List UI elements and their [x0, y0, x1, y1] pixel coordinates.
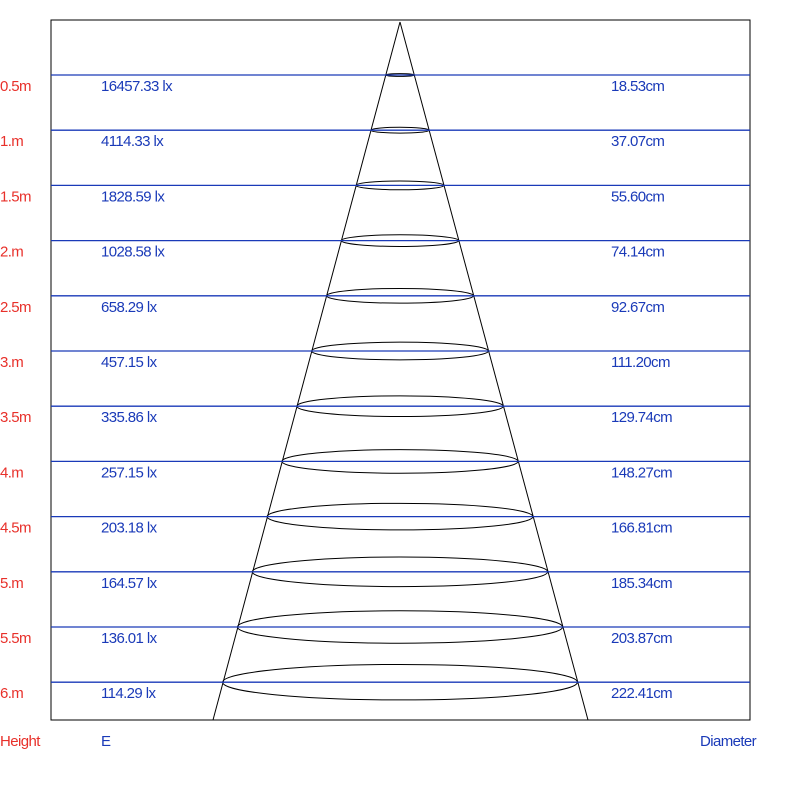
- illuminance-header: E: [101, 733, 111, 750]
- height-label: 0.5m: [0, 78, 31, 95]
- diameter-header: Diameter: [700, 733, 757, 750]
- height-label: 3.m: [0, 354, 23, 371]
- height-label: 6.m: [0, 685, 23, 702]
- diameter-label: 129.74cm: [611, 409, 672, 426]
- illuminance-label: 164.57 lx: [101, 575, 158, 592]
- height-label: 1.m: [0, 133, 23, 150]
- diameter-label: 185.34cm: [611, 575, 672, 592]
- cone-edge: [399, 21, 589, 721]
- height-header: Height: [0, 733, 41, 750]
- illuminance-label: 114.29 lx: [101, 685, 156, 702]
- illuminance-label: 16457.33 lx: [101, 78, 173, 95]
- diameter-label: 55.60cm: [611, 188, 664, 205]
- illuminance-label: 335.86 lx: [101, 409, 158, 426]
- illuminance-label: 257.15 lx: [101, 464, 158, 481]
- illuminance-label: 136.01 lx: [101, 630, 158, 647]
- illuminance-label: 1028.58 lx: [101, 244, 165, 261]
- diameter-label: 37.07cm: [611, 133, 664, 150]
- height-label: 2.5m: [0, 299, 31, 316]
- diameter-label: 111.20cm: [611, 354, 670, 371]
- height-label: 5.5m: [0, 630, 31, 647]
- height-label: 2.m: [0, 244, 23, 261]
- height-label: 3.5m: [0, 409, 31, 426]
- diameter-label: 18.53cm: [611, 78, 664, 95]
- height-label: 1.5m: [0, 188, 31, 205]
- diameter-label: 166.81cm: [611, 520, 672, 537]
- diameter-label: 148.27cm: [611, 464, 672, 481]
- height-label: 4.5m: [0, 520, 31, 537]
- illuminance-label: 658.29 lx: [101, 299, 158, 316]
- diameter-label: 222.41cm: [611, 685, 672, 702]
- diameter-label: 92.67cm: [611, 299, 664, 316]
- illuminance-label: 4114.33 lx: [101, 133, 164, 150]
- illuminance-label: 203.18 lx: [101, 520, 158, 537]
- height-label: 5.m: [0, 575, 23, 592]
- diameter-label: 74.14cm: [611, 244, 664, 261]
- diameter-label: 203.87cm: [611, 630, 672, 647]
- height-label: 4.m: [0, 464, 23, 481]
- illuminance-label: 1828.59 lx: [101, 188, 165, 205]
- cone-edge: [212, 21, 401, 721]
- illuminance-label: 457.15 lx: [101, 354, 158, 371]
- frame: [50, 19, 751, 721]
